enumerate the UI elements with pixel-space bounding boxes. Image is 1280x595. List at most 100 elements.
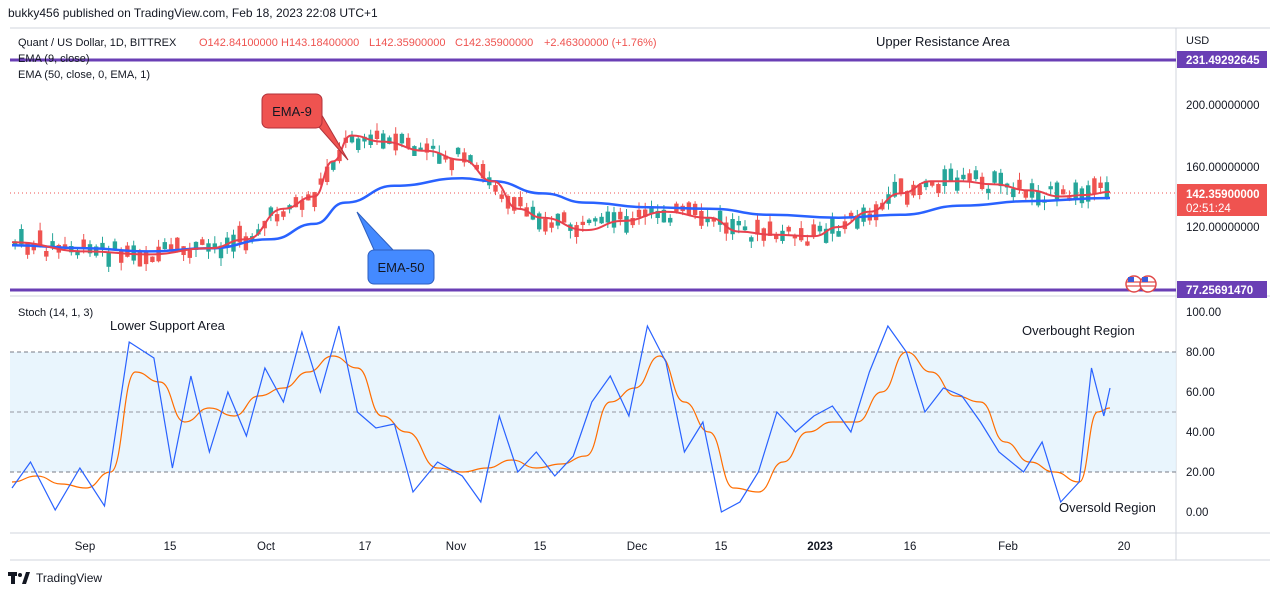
price-axis[interactable]: USD 231.49292645 200.00000000 160.000000…	[1177, 35, 1267, 298]
candle-body	[437, 152, 442, 164]
time-tick: 17	[359, 541, 372, 553]
candle-body	[218, 245, 224, 259]
candle-body	[955, 177, 960, 191]
candle-body	[961, 174, 966, 180]
candle-body	[1011, 188, 1016, 198]
candle-body	[649, 206, 654, 214]
candle-body	[493, 185, 498, 192]
candle-body	[823, 228, 829, 243]
tradingview-logo-icon	[8, 572, 30, 584]
candle-body	[62, 244, 68, 249]
candle-body	[212, 243, 217, 249]
candle-body	[474, 164, 479, 170]
candle-body	[917, 185, 922, 195]
candle-body	[855, 215, 860, 229]
candle-body	[331, 161, 336, 170]
footer-brand: TradingView	[36, 571, 103, 585]
candle-body	[799, 228, 804, 241]
time-tick: 2023	[807, 541, 833, 553]
candle-body	[967, 173, 972, 181]
candle-body	[923, 180, 929, 188]
ema50-callout: EMA-50	[356, 211, 435, 285]
time-tick: 15	[715, 541, 728, 553]
candle-body	[1023, 189, 1028, 198]
footer[interactable]: TradingView	[8, 568, 102, 588]
candle-body	[106, 251, 111, 267]
candle-body	[231, 234, 236, 252]
candle-body	[175, 237, 180, 250]
candle-body	[861, 207, 866, 222]
candle-body	[830, 217, 835, 234]
price-tick-160: 160.00000000	[1186, 162, 1260, 174]
candle-body	[430, 145, 436, 149]
candle-body	[387, 137, 392, 144]
candle-body	[717, 210, 723, 225]
candle-body	[168, 244, 174, 252]
price-axis-currency: USD	[1186, 35, 1209, 47]
candle-body	[112, 241, 118, 249]
candle-body	[1061, 189, 1066, 195]
stoch-axis[interactable]: 100.00 80.00 60.00 40.00 20.00 0.00	[1186, 307, 1221, 519]
legend: Quant / US Dollar, 1D, BITTREX O142.8410…	[18, 37, 657, 319]
candle-body	[443, 155, 448, 160]
candle-body	[100, 242, 105, 250]
candle-body	[992, 171, 997, 183]
candle-body	[424, 143, 430, 153]
price-tick-120: 120.00000000	[1186, 222, 1260, 234]
candle-body	[611, 212, 617, 228]
candle-body	[705, 217, 710, 223]
legend-high: H143.18400000	[281, 37, 359, 49]
candle-body	[281, 211, 286, 217]
candle-body	[299, 200, 305, 210]
annotation-lower-support: Lower Support Area	[110, 318, 226, 333]
candle-body	[543, 218, 548, 232]
candle-body	[942, 169, 947, 186]
candle-body	[1048, 186, 1053, 190]
candle-body	[742, 226, 748, 231]
candle-body	[324, 166, 330, 182]
candle-body	[892, 181, 897, 197]
candle-body	[873, 204, 879, 221]
ema9-callout: EMA-9	[261, 93, 349, 161]
candle-body	[811, 224, 816, 236]
candle-body	[792, 235, 798, 239]
candle-body	[948, 168, 954, 182]
legend-change: +2.46300000 (+1.76%)	[544, 37, 657, 49]
publish-info: bukky456 published on TradingView.com, F…	[8, 6, 378, 20]
candle-body	[1073, 182, 1078, 200]
candle-body	[767, 221, 773, 236]
time-axis[interactable]: Sep 15 Oct 17 Nov 15 Dec 15 2023 16 Feb …	[75, 541, 1131, 553]
candle-body	[1054, 182, 1060, 199]
candle-body	[150, 256, 155, 262]
time-tick: 16	[904, 541, 917, 553]
candle-body	[455, 147, 461, 155]
candle-body	[630, 218, 635, 226]
candle-body	[449, 158, 454, 171]
last-price-label: 142.35900000	[1186, 189, 1260, 201]
candle-body	[643, 209, 648, 217]
stoch-tick-80: 80.00	[1186, 347, 1215, 359]
candle-body	[50, 241, 55, 247]
candle-body	[374, 130, 380, 139]
candle-body	[499, 194, 504, 199]
legend-symbol: Quant / US Dollar, 1D, BITTREX	[18, 37, 177, 49]
candle-body	[730, 219, 735, 235]
candle-body	[586, 219, 592, 223]
us-flag-icon[interactable]	[1125, 275, 1157, 293]
legend-ema9: EMA (9, close)	[18, 53, 90, 65]
candle-body	[599, 216, 604, 224]
candle-body	[274, 214, 280, 222]
stoch-d-line	[11, 351, 1111, 493]
candle-body	[786, 226, 791, 232]
stoch-tick-0: 0.00	[1186, 507, 1208, 519]
stoch-k-line	[11, 324, 1111, 513]
last-price-label-bg	[1177, 184, 1267, 216]
candle-body	[12, 241, 18, 246]
legend-ema50: EMA (50, close, 0, EMA, 1)	[18, 69, 150, 81]
candle-body	[898, 178, 904, 193]
candle-body	[418, 147, 423, 151]
candle-body	[312, 192, 317, 207]
candle-body	[998, 172, 1003, 187]
candle-body	[1098, 182, 1103, 188]
